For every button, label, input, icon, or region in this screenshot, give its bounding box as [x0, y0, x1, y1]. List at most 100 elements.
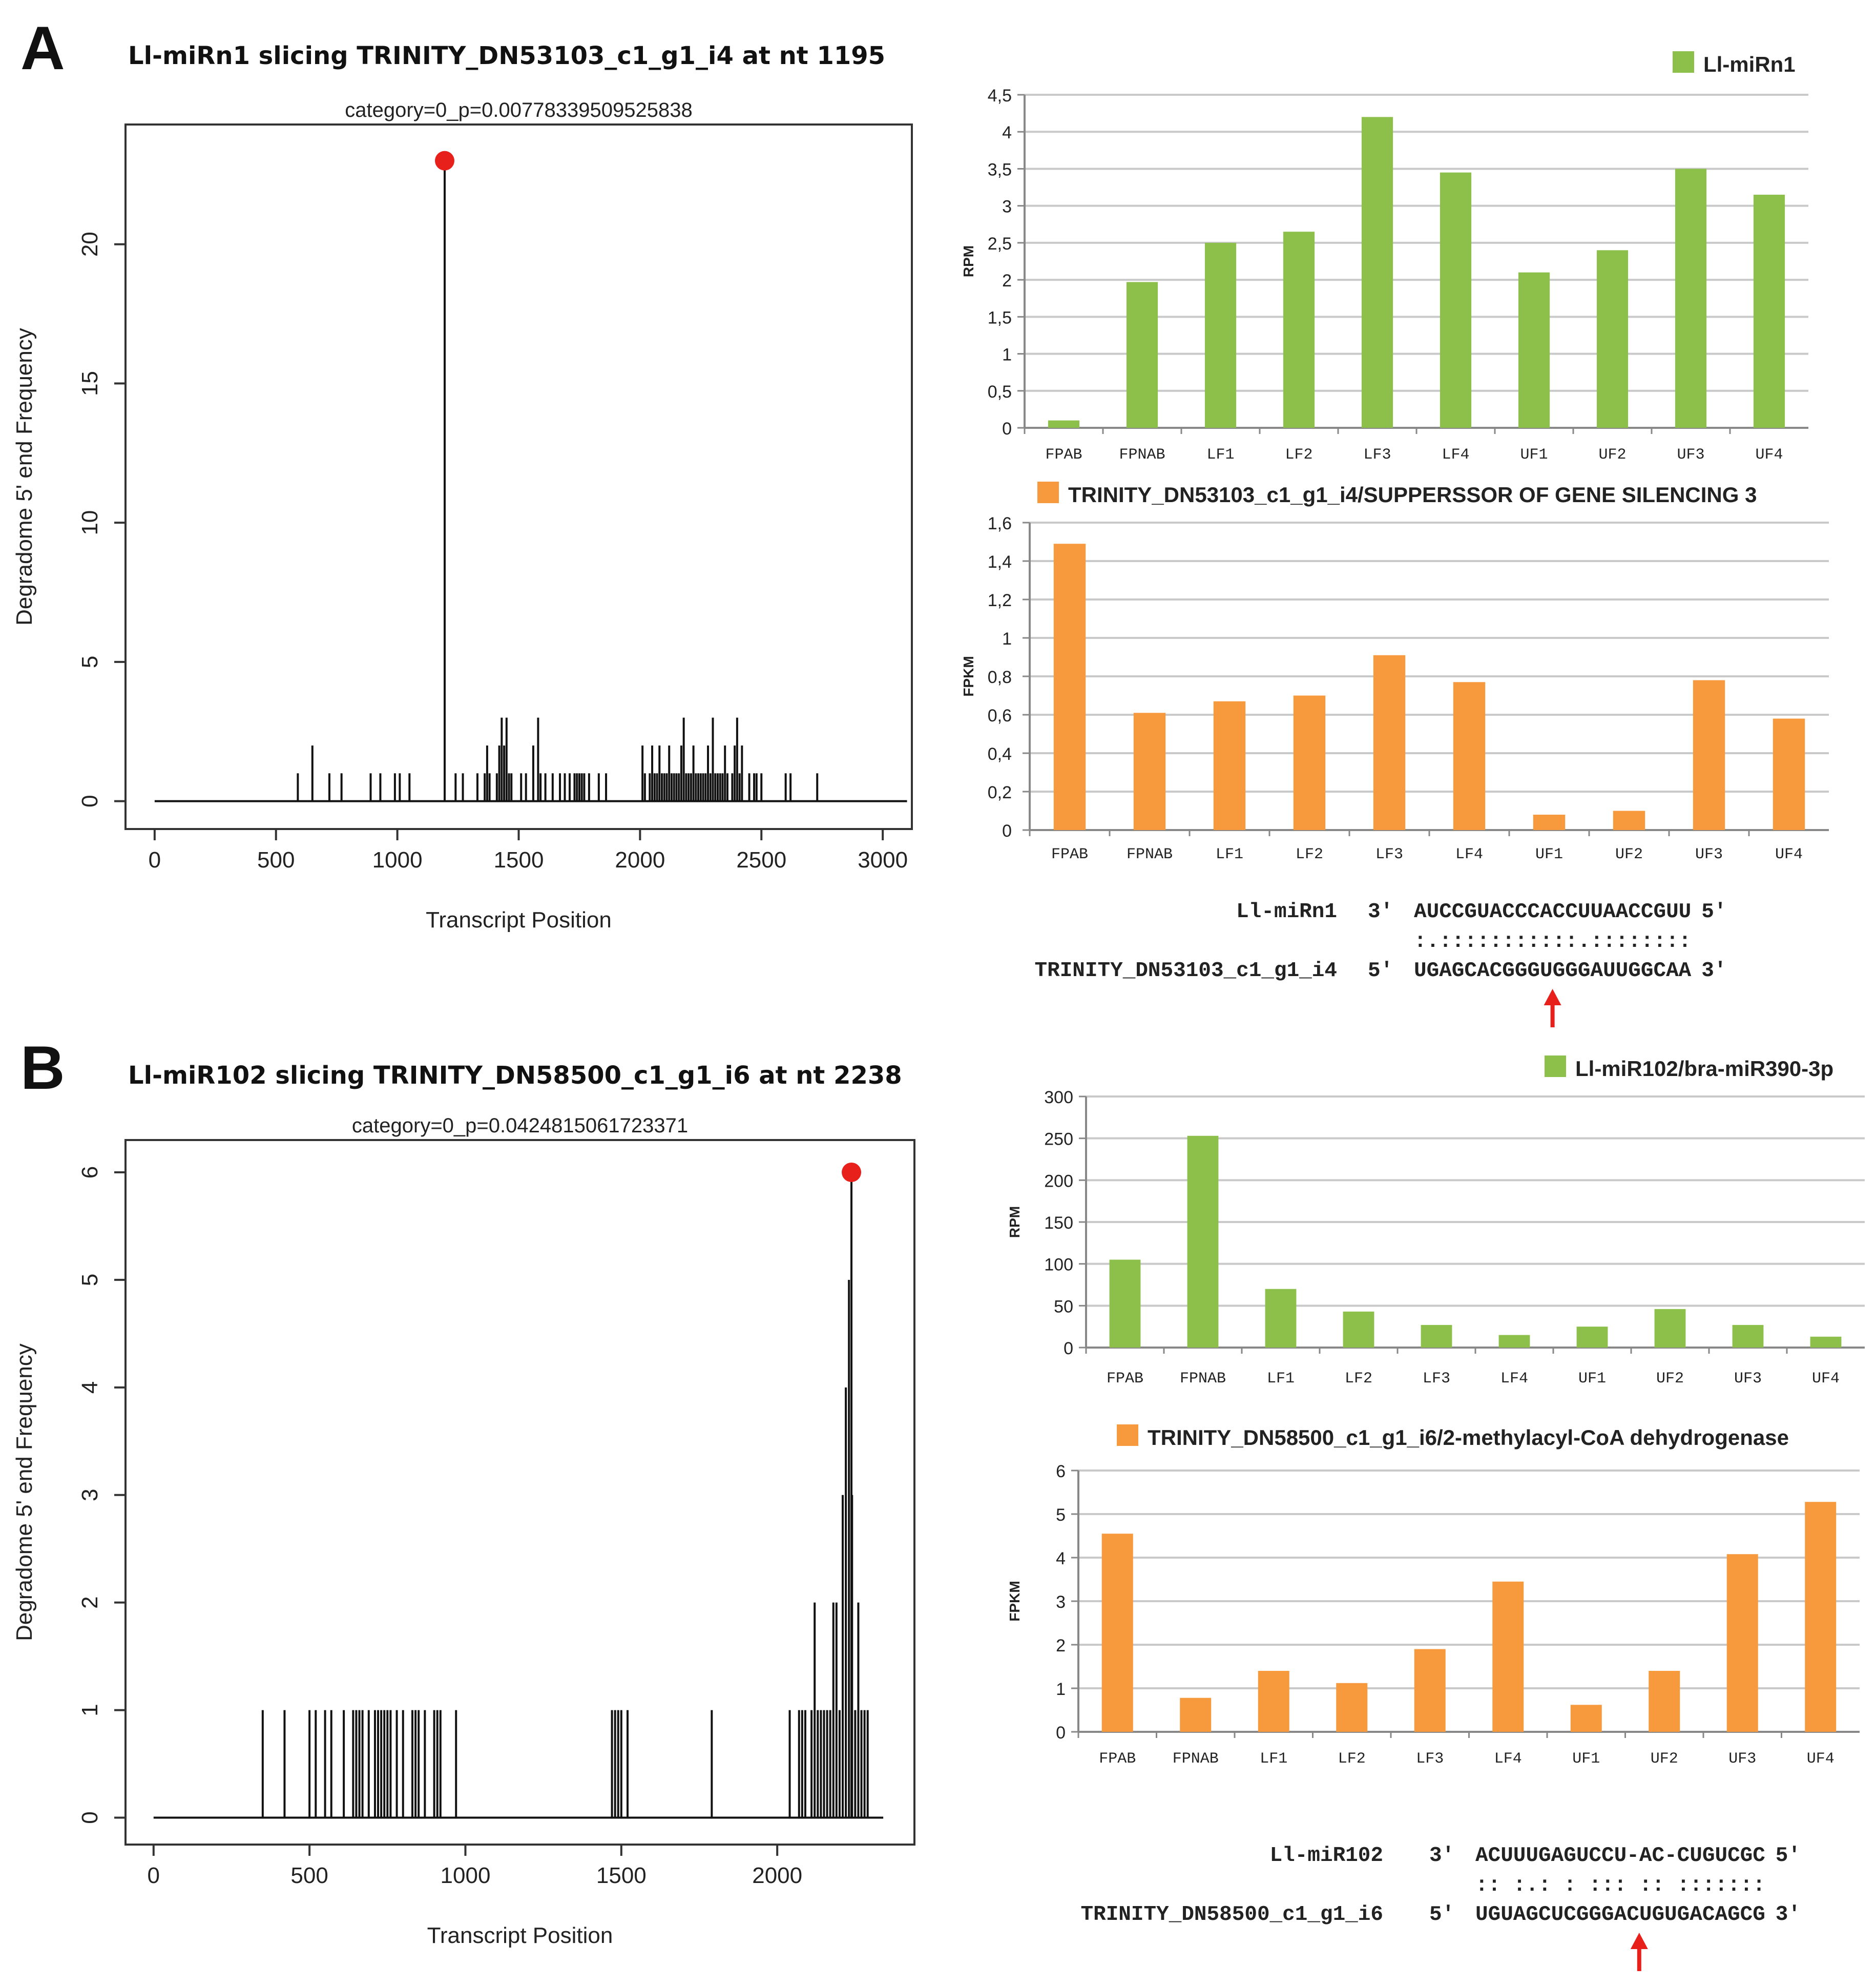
category-label: FPNAB	[1119, 446, 1165, 464]
bar-FPAB	[1109, 1259, 1141, 1348]
category-label: FPNAB	[1127, 846, 1173, 863]
bar-LF4	[1492, 1581, 1524, 1732]
bar-LF1	[1213, 701, 1246, 830]
y-tick-label: 4	[77, 1381, 102, 1394]
category-label: UF3	[1695, 846, 1723, 863]
legend-swatch	[1545, 1055, 1566, 1077]
target-sequence: UGAGCACGGGUGGGAUUGGCAA	[1414, 959, 1692, 983]
y-tick-label: 250	[1044, 1130, 1073, 1149]
y-axis-label: FPKM	[961, 656, 976, 696]
category-label: UF4	[1807, 1750, 1835, 1768]
cleavage-site-marker	[842, 1162, 862, 1182]
y-tick-label: 0,4	[988, 744, 1012, 764]
y-tick-label: 20	[77, 232, 102, 257]
y-tick-label: 0	[1002, 821, 1012, 841]
y-tick-label: 300	[1044, 1088, 1073, 1107]
y-tick-label: 1,2	[988, 591, 1012, 610]
legend-label: Ll-miR102/bra-miR390-3p	[1575, 1057, 1833, 1081]
bar-LF2	[1283, 232, 1315, 428]
bar-LF2	[1336, 1683, 1368, 1732]
category-label: UF4	[1775, 846, 1803, 863]
plot-frame	[124, 1139, 915, 1846]
bar-LF3	[1421, 1324, 1452, 1348]
y-tick-label: 6	[77, 1166, 102, 1178]
category-label: LF1	[1216, 846, 1243, 863]
y-tick-label: 2	[1002, 271, 1012, 291]
category-label: LF4	[1500, 1370, 1528, 1388]
bar-UF4	[1773, 718, 1805, 830]
panel-b-letter: B	[20, 1033, 65, 1102]
bar-LF3	[1361, 117, 1393, 428]
category-label: UF1	[1578, 1370, 1606, 1388]
bar-UF1	[1518, 272, 1550, 428]
bar-FPNAB	[1187, 1135, 1219, 1348]
category-label: LF1	[1260, 1750, 1287, 1768]
x-tick-label: 1500	[494, 847, 544, 873]
plot-title: category=0_p=0.00778339509525838	[345, 99, 692, 121]
legend-swatch	[1037, 482, 1059, 503]
y-tick-label: 0	[1056, 1723, 1066, 1743]
bar-LF4	[1440, 172, 1472, 428]
category-label: FPNAB	[1180, 1370, 1226, 1388]
y-tick-label: 0	[77, 1811, 102, 1824]
barchart-A_mirna: 0 0,5 1 1,5 2 2,5 3 3,5 4 4,5 FPAB FPNAB LF1 LF2 LF3 LF…	[961, 51, 1808, 464]
category-label: LF3	[1375, 846, 1403, 863]
bar-UF4	[1810, 1336, 1842, 1348]
category-label: FPNAB	[1173, 1750, 1219, 1768]
bar-FPAB	[1101, 1534, 1133, 1732]
category-label: LF2	[1338, 1750, 1366, 1768]
plot-frame	[124, 123, 913, 830]
x-tick-label: 0	[148, 1863, 160, 1888]
y-tick-label: 3	[1056, 1592, 1066, 1612]
target-sequence: UGUAGCUCGGGACUGUGACAGCG	[1475, 1903, 1765, 1927]
category-label: LF4	[1455, 846, 1483, 863]
y-tick-label: 1,6	[988, 514, 1012, 533]
bar-LF3	[1414, 1649, 1446, 1732]
target-name: TRINITY_DN58500_c1_g1_i6	[1081, 1903, 1384, 1927]
legend-label: Ll-miRn1	[1703, 52, 1796, 76]
y-tick-label: 1,5	[988, 308, 1012, 327]
y-tick-label: 0,6	[988, 706, 1012, 726]
legend-label: TRINITY_DN53103_c1_g1_i4/SUPPERSSOR OF G…	[1068, 483, 1757, 507]
target-5prime: 5′	[1368, 959, 1393, 983]
x-tick-label: 2000	[615, 847, 665, 873]
bar-UF1	[1576, 1327, 1608, 1348]
pairing-line: :.:::::::::::.::::::::	[1414, 930, 1691, 954]
category-label: UF2	[1598, 446, 1626, 464]
mirna-name: Ll-miR102	[1270, 1844, 1383, 1868]
pairing-line: :: :.: : ::: :: :::::::	[1475, 1874, 1765, 1897]
bar-LF1	[1258, 1671, 1289, 1732]
bar-UF4	[1753, 195, 1785, 428]
bar-UF2	[1654, 1309, 1686, 1348]
x-tick-label: 1000	[441, 1863, 491, 1888]
x-tick-label: 0	[149, 847, 161, 873]
panel-labels: A Ll-miRn1 slicing TRINITY_DN53103_c1_g1…	[20, 14, 902, 1102]
mirna-sequence: AUCCGUACCCACCUUAACCGUU	[1414, 900, 1691, 924]
bar-LF4	[1498, 1335, 1530, 1348]
cleavage-arrow-head	[1544, 989, 1561, 1005]
bar-UF2	[1649, 1671, 1680, 1732]
bar-UF3	[1675, 169, 1707, 428]
category-label: LF3	[1363, 446, 1391, 464]
y-axis-label: RPM	[961, 245, 976, 277]
barchart-A_target: 0 0,2 0,4 0,6 0,8 1 1,2 1,4 1,6 FPAB FPNAB LF1 LF2 LF…	[961, 482, 1829, 863]
category-label: FPAB	[1107, 1370, 1143, 1388]
legend-label: TRINITY_DN58500_c1_g1_i6/2-methylacyl-Co…	[1148, 1425, 1789, 1450]
y-tick-label: 1	[1056, 1680, 1066, 1699]
bar-LF1	[1204, 242, 1237, 428]
legend-swatch	[1117, 1424, 1138, 1446]
category-label: FPAB	[1045, 446, 1082, 464]
cleavage-site-marker	[435, 151, 455, 171]
bar-LF3	[1373, 655, 1406, 830]
bar-LF2	[1343, 1311, 1374, 1348]
category-label: UF3	[1677, 446, 1704, 464]
y-tick-label: 5	[1056, 1505, 1066, 1525]
bar-UF3	[1726, 1554, 1758, 1732]
y-tick-label: 2,5	[988, 234, 1012, 254]
target-5prime: 5′	[1429, 1903, 1454, 1927]
mirna-3prime: 3′	[1368, 900, 1393, 924]
bar-FPAB	[1053, 544, 1086, 830]
category-label: FPAB	[1099, 1750, 1136, 1768]
